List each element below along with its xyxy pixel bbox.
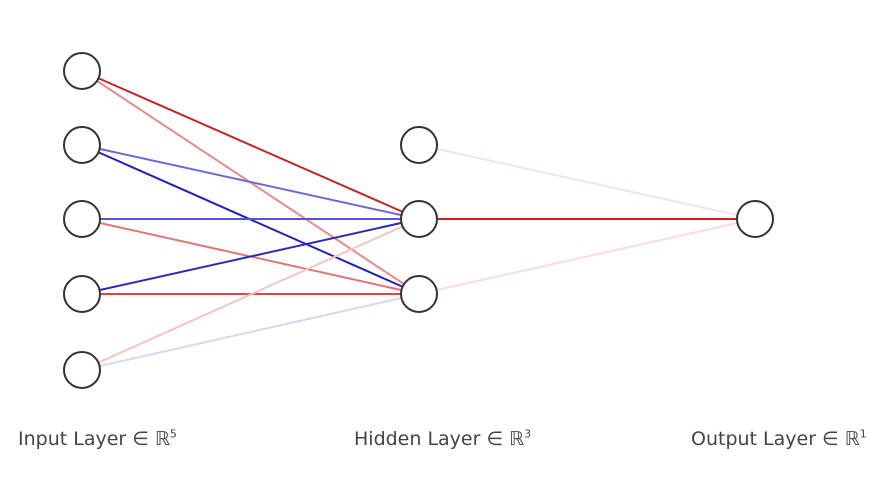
output-layer-label: Output Layer ∈ ℝ1: [691, 427, 867, 450]
input-1: [63, 52, 101, 90]
hidden-layer-label: Hidden Layer ∈ ℝ3: [354, 427, 532, 450]
hidden-3: [400, 275, 438, 313]
input-layer-label: Input Layer ∈ ℝ5: [18, 427, 177, 450]
connection-input-5-to-hidden-2: [81, 218, 420, 371]
neurons-group: [63, 52, 774, 389]
hidden-2: [400, 200, 438, 238]
output-layer-dimension: 1: [859, 427, 867, 441]
connection-input-2-to-hidden-2: [81, 144, 420, 220]
input-layer-dimension: 5: [169, 427, 177, 441]
input-2: [63, 126, 101, 164]
connection-input-5-to-hidden-3: [81, 293, 420, 371]
output-layer-label-text: Output Layer ∈ ℝ: [691, 428, 860, 450]
hidden-layer-dimension: 3: [524, 427, 532, 441]
connection-hidden-1-to-output-1: [418, 144, 756, 220]
input-3: [63, 200, 101, 238]
connection-input-4-to-hidden-2: [81, 218, 420, 295]
input-4: [63, 275, 101, 313]
output-1: [736, 200, 774, 238]
hidden-layer-label-text: Hidden Layer ∈ ℝ: [354, 428, 525, 450]
connection-input-1-to-hidden-2: [81, 70, 420, 220]
connection-hidden-3-to-output-1: [418, 218, 756, 295]
input-layer-label-text: Input Layer ∈ ℝ: [18, 428, 170, 450]
input-5: [63, 351, 101, 389]
hidden-1: [400, 126, 438, 164]
connections-group: [81, 70, 756, 371]
